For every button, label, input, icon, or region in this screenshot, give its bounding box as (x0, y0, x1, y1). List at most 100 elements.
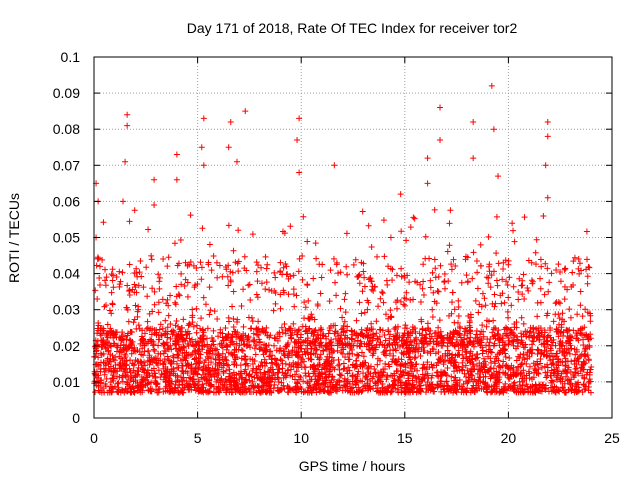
data-point (123, 304, 130, 311)
data-point (227, 385, 234, 392)
data-point (500, 266, 507, 273)
data-point (211, 367, 218, 374)
data-point (432, 274, 439, 281)
data-point (524, 284, 531, 291)
data-point (556, 376, 563, 383)
x-tick-label: 25 (604, 430, 620, 446)
data-point (284, 341, 291, 348)
data-point (311, 339, 318, 346)
data-point (403, 295, 410, 302)
data-point (399, 334, 406, 341)
data-point (246, 377, 253, 384)
data-point (528, 350, 535, 357)
data-point (411, 215, 418, 222)
data-point (566, 306, 573, 313)
data-point (355, 272, 362, 279)
data-point (406, 341, 413, 348)
data-point (100, 365, 107, 372)
data-point (127, 337, 134, 344)
data-point (237, 368, 244, 375)
data-point (172, 342, 179, 349)
data-point (387, 307, 394, 314)
data-point (364, 365, 371, 372)
data-point (569, 269, 576, 276)
data-point (381, 351, 388, 358)
data-point (398, 265, 405, 272)
data-point (534, 313, 541, 320)
data-point (517, 370, 524, 377)
x-tick-label: 10 (293, 430, 309, 446)
data-point (296, 255, 303, 262)
data-point (510, 338, 517, 345)
data-point (429, 372, 436, 379)
data-point (278, 357, 285, 364)
data-point (462, 348, 469, 355)
data-point (150, 341, 157, 348)
y-axis-label: ROTI / TECUs (6, 193, 22, 283)
data-point (407, 365, 414, 372)
data-point (256, 336, 263, 343)
data-point (199, 381, 206, 388)
data-point (498, 300, 505, 307)
data-point (539, 384, 546, 391)
data-point (301, 299, 308, 306)
data-point (164, 368, 171, 375)
data-point (567, 380, 574, 387)
data-point (547, 327, 554, 334)
data-point (272, 371, 279, 378)
data-point (368, 326, 375, 333)
data-point (139, 327, 146, 334)
data-point (379, 384, 386, 391)
data-point (369, 345, 376, 352)
data-point (252, 382, 259, 389)
data-point (449, 351, 456, 358)
data-point (403, 325, 410, 332)
data-point (200, 384, 207, 391)
data-point (136, 269, 143, 276)
data-point (481, 295, 488, 302)
data-point (186, 374, 193, 381)
data-point (444, 382, 451, 389)
data-point (227, 278, 234, 285)
data-point (427, 284, 434, 291)
data-point (502, 350, 509, 357)
data-point (524, 355, 531, 362)
data-point (301, 358, 308, 365)
data-point (280, 287, 287, 294)
data-point (230, 323, 237, 330)
data-point (417, 353, 424, 360)
data-point (126, 286, 133, 293)
data-point (251, 345, 258, 352)
y-tick-label: 0.07 (53, 157, 80, 173)
data-point (254, 278, 261, 285)
data-point (503, 278, 510, 285)
data-point (235, 385, 242, 392)
data-point (377, 338, 384, 345)
data-point (144, 367, 151, 374)
data-point (111, 357, 118, 364)
data-point (312, 336, 319, 343)
data-points (91, 82, 595, 396)
data-point (245, 334, 252, 341)
data-point (529, 278, 536, 285)
y-tick-label: 0.08 (53, 121, 80, 137)
data-point (499, 333, 506, 340)
data-point (152, 355, 159, 362)
data-point (122, 344, 129, 351)
data-point (351, 364, 358, 371)
data-point (103, 332, 110, 339)
data-point (367, 335, 374, 342)
data-point (361, 283, 368, 290)
data-point (190, 323, 197, 330)
data-point (510, 380, 517, 387)
data-point (571, 254, 578, 261)
data-point (381, 332, 388, 339)
data-point (272, 300, 279, 307)
data-point (283, 263, 290, 270)
data-point (286, 350, 293, 357)
data-point (166, 357, 173, 364)
data-point (410, 214, 417, 221)
data-point (176, 345, 183, 352)
data-point (446, 220, 453, 227)
data-point (434, 288, 441, 295)
